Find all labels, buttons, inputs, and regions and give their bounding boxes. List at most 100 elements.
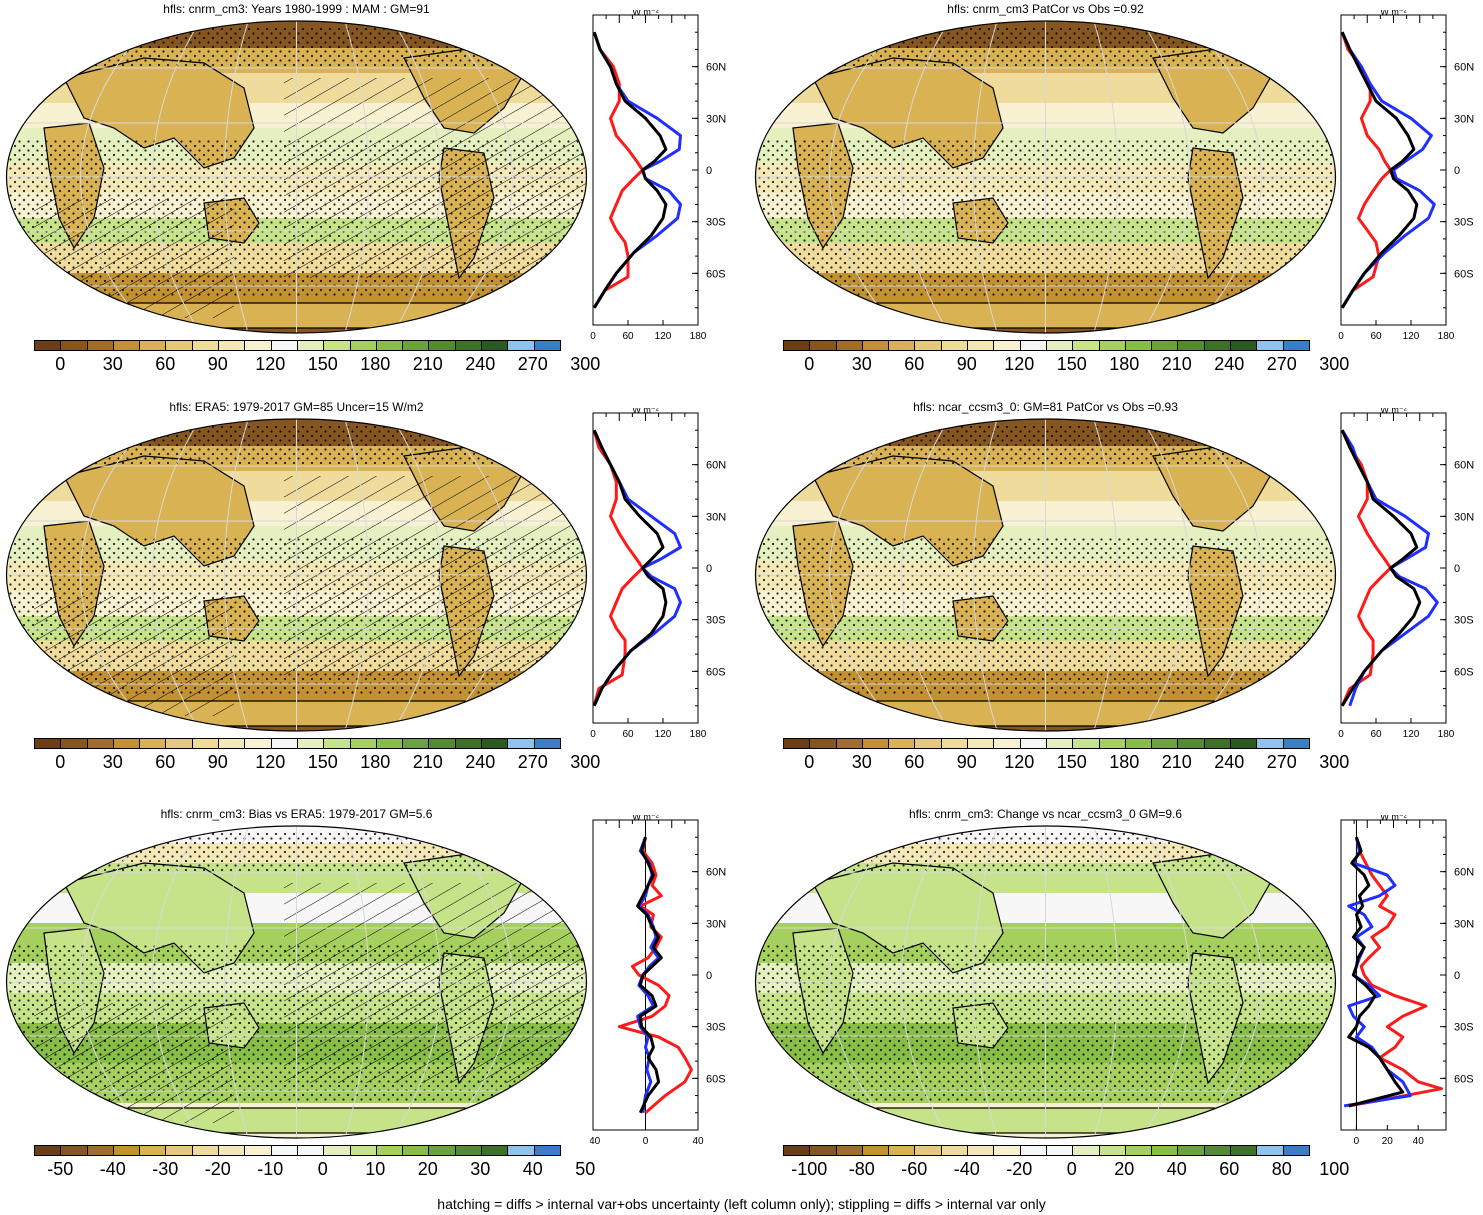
world-map xyxy=(754,20,1337,334)
colorbar-label: 150 xyxy=(1056,354,1087,374)
colorbar-swatch xyxy=(1020,739,1047,748)
zonal-profile: W m⁻² 0 20 40 60N 30N 0 30S 60S xyxy=(1340,815,1474,1147)
colorbar-swatch xyxy=(350,341,377,350)
colorbar-swatch xyxy=(376,341,404,350)
colorbar-label: 270 xyxy=(1266,354,1297,374)
colorbar-swatch xyxy=(219,1146,246,1155)
colorbar-label: 270 xyxy=(1266,752,1297,772)
colorbar-swatch xyxy=(429,341,456,350)
colorbar-swatch xyxy=(1257,341,1284,350)
zonal-profile: W m⁻² 0 60 120 180 60N 30N 0 30S 60S xyxy=(1338,10,1474,342)
colorbar-swatch xyxy=(482,739,509,748)
colorbar-label: 30 xyxy=(102,752,123,772)
colorbar-swatch xyxy=(1257,739,1284,748)
colorbar-swatch xyxy=(271,1146,298,1155)
profile-x-tick: 60 xyxy=(622,729,634,740)
profile-x-tick: 180 xyxy=(690,729,707,740)
world-map xyxy=(5,20,588,334)
colorbar-swatch xyxy=(455,341,483,350)
colorbar-label: 180 xyxy=(1109,752,1140,772)
colorbar-label: 120 xyxy=(255,354,286,374)
colorbar-swatch xyxy=(1257,1146,1284,1155)
profile-x-tick: 0 xyxy=(1354,1136,1360,1147)
colorbar-swatch xyxy=(534,739,560,748)
map-title: hfls: cnrm_cm3 PatCor vs Obs =0.92 xyxy=(947,2,1144,16)
colorbar-label: 90 xyxy=(207,752,228,772)
colorbar-swatch xyxy=(192,341,220,350)
colorbar-swatch xyxy=(784,341,811,350)
colorbar-label: 80 xyxy=(1271,1159,1292,1179)
colorbar-swatch xyxy=(810,341,837,350)
colorbar-swatch xyxy=(35,1146,62,1155)
colorbar xyxy=(783,1145,1310,1156)
colorbar-swatch xyxy=(113,1146,141,1155)
profile-series-black xyxy=(1340,31,1419,309)
colorbar-label: 50 xyxy=(575,1159,596,1179)
colorbar-swatch xyxy=(994,341,1021,350)
colorbar-label: 90 xyxy=(207,354,228,374)
colorbar-label: 240 xyxy=(465,752,496,772)
colorbar-swatch xyxy=(376,739,404,748)
profile-x-tick: 0 xyxy=(590,331,596,342)
profile-series-black xyxy=(636,836,663,1114)
colorbar xyxy=(34,1145,561,1156)
colorbar-swatch xyxy=(1204,341,1232,350)
colorbar-label: 0 xyxy=(804,354,815,374)
colorbar-swatch xyxy=(324,1146,351,1155)
profile-y-tick: 0 xyxy=(1454,563,1460,575)
profile-y-tick: 0 xyxy=(706,970,712,982)
colorbar-swatch xyxy=(61,739,88,748)
colorbar-swatch xyxy=(534,341,560,350)
profile-y-tick: 30N xyxy=(706,511,726,523)
colorbar-swatch xyxy=(403,1146,430,1155)
colorbar-swatch xyxy=(508,739,535,748)
colorbar-swatch xyxy=(915,1146,942,1155)
map-title: hfls: cnrm_cm3: Years 1980-1999 : MAM : … xyxy=(163,2,430,16)
profile-series-red xyxy=(592,31,645,309)
colorbar-label: -40 xyxy=(99,1159,126,1179)
colorbar-swatch xyxy=(140,341,167,350)
colorbar-label: 180 xyxy=(1109,354,1140,374)
profile-y-tick: 30S xyxy=(1454,615,1474,627)
colorbar-swatch xyxy=(836,341,863,350)
colorbar-swatch xyxy=(534,1146,560,1155)
profile-y-tick: 0 xyxy=(706,563,712,575)
profile-y-tick: 60N xyxy=(706,460,726,472)
profile-y-tick: 60N xyxy=(706,867,726,879)
colorbar-swatch xyxy=(350,739,377,748)
colorbar-label: 0 xyxy=(55,752,66,772)
colorbar-label: 0 xyxy=(804,752,815,772)
colorbar-swatch xyxy=(297,739,325,748)
profile-x-tick: 180 xyxy=(690,331,707,342)
colorbar-label: 0 xyxy=(1066,1159,1077,1179)
colorbar-swatch xyxy=(994,1146,1021,1155)
footnote: hatching = diffs > internal var+obs unce… xyxy=(437,1196,1046,1212)
colorbar-swatch xyxy=(941,1146,969,1155)
colorbar-swatch xyxy=(889,1146,916,1155)
colorbar-swatch xyxy=(862,1146,890,1155)
colorbar-label: -20 xyxy=(1006,1159,1033,1179)
map-title: hfls: cnrm_cm3: Change vs ncar_ccsm3_0 G… xyxy=(908,807,1183,821)
colorbar-swatch xyxy=(1073,341,1100,350)
colorbar-label: -60 xyxy=(901,1159,928,1179)
colorbar-label: 60 xyxy=(155,354,176,374)
profile-y-tick: 30N xyxy=(706,918,726,930)
profile-y-tick: 30N xyxy=(1454,918,1474,930)
colorbar-label: 210 xyxy=(412,752,443,772)
colorbar-swatch xyxy=(1283,341,1309,350)
colorbar-swatch xyxy=(1073,1146,1100,1155)
colorbar-swatch xyxy=(61,341,88,350)
profile-x-tick: 120 xyxy=(655,729,672,740)
colorbar-label: 270 xyxy=(517,354,548,374)
profile-y-tick: 60S xyxy=(706,1073,726,1085)
colorbar-label: 0 xyxy=(317,1159,328,1179)
profile-y-tick: 30N xyxy=(1454,511,1474,523)
colorbar-label: 100 xyxy=(1319,1159,1350,1179)
colorbar-label: 120 xyxy=(255,752,286,772)
profile-y-tick: 30N xyxy=(706,113,726,125)
colorbar-swatch xyxy=(784,739,811,748)
colorbar-swatch xyxy=(1204,1146,1232,1155)
profile-y-tick: 30S xyxy=(706,615,726,627)
colorbar-label: 60 xyxy=(155,752,176,772)
colorbar-swatch xyxy=(87,739,114,748)
